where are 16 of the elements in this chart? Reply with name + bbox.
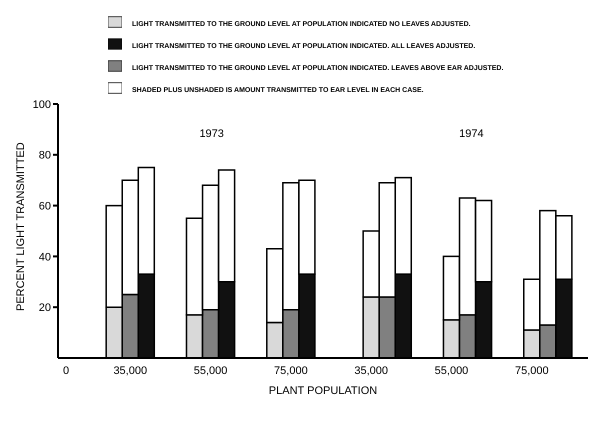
x-tick-label: 0 (62, 364, 70, 377)
y-tick-label: 60 (38, 200, 51, 213)
x-tick-label: 75,000 (514, 364, 549, 377)
x-tick-label: 75,000 (274, 364, 308, 377)
x-axis-title: PLANT POPULATION (268, 385, 378, 397)
x-tick-label: 35,000 (113, 364, 148, 377)
y-axis-title: PERCENT LIGHT TRANSMITTED (14, 142, 27, 311)
annotation: 1973 (198, 128, 225, 140)
x-tick-label: 55,000 (194, 364, 228, 377)
y-tick-label: 20 (38, 302, 51, 314)
y-tick-label: 100 (32, 98, 51, 111)
y-tick-label: 40 (38, 251, 51, 264)
x-tick-label: 35,000 (354, 364, 388, 377)
annotation: 1974 (458, 128, 485, 140)
y-tick-label: 80 (38, 150, 51, 162)
x-tick-label: 55,000 (434, 364, 468, 377)
